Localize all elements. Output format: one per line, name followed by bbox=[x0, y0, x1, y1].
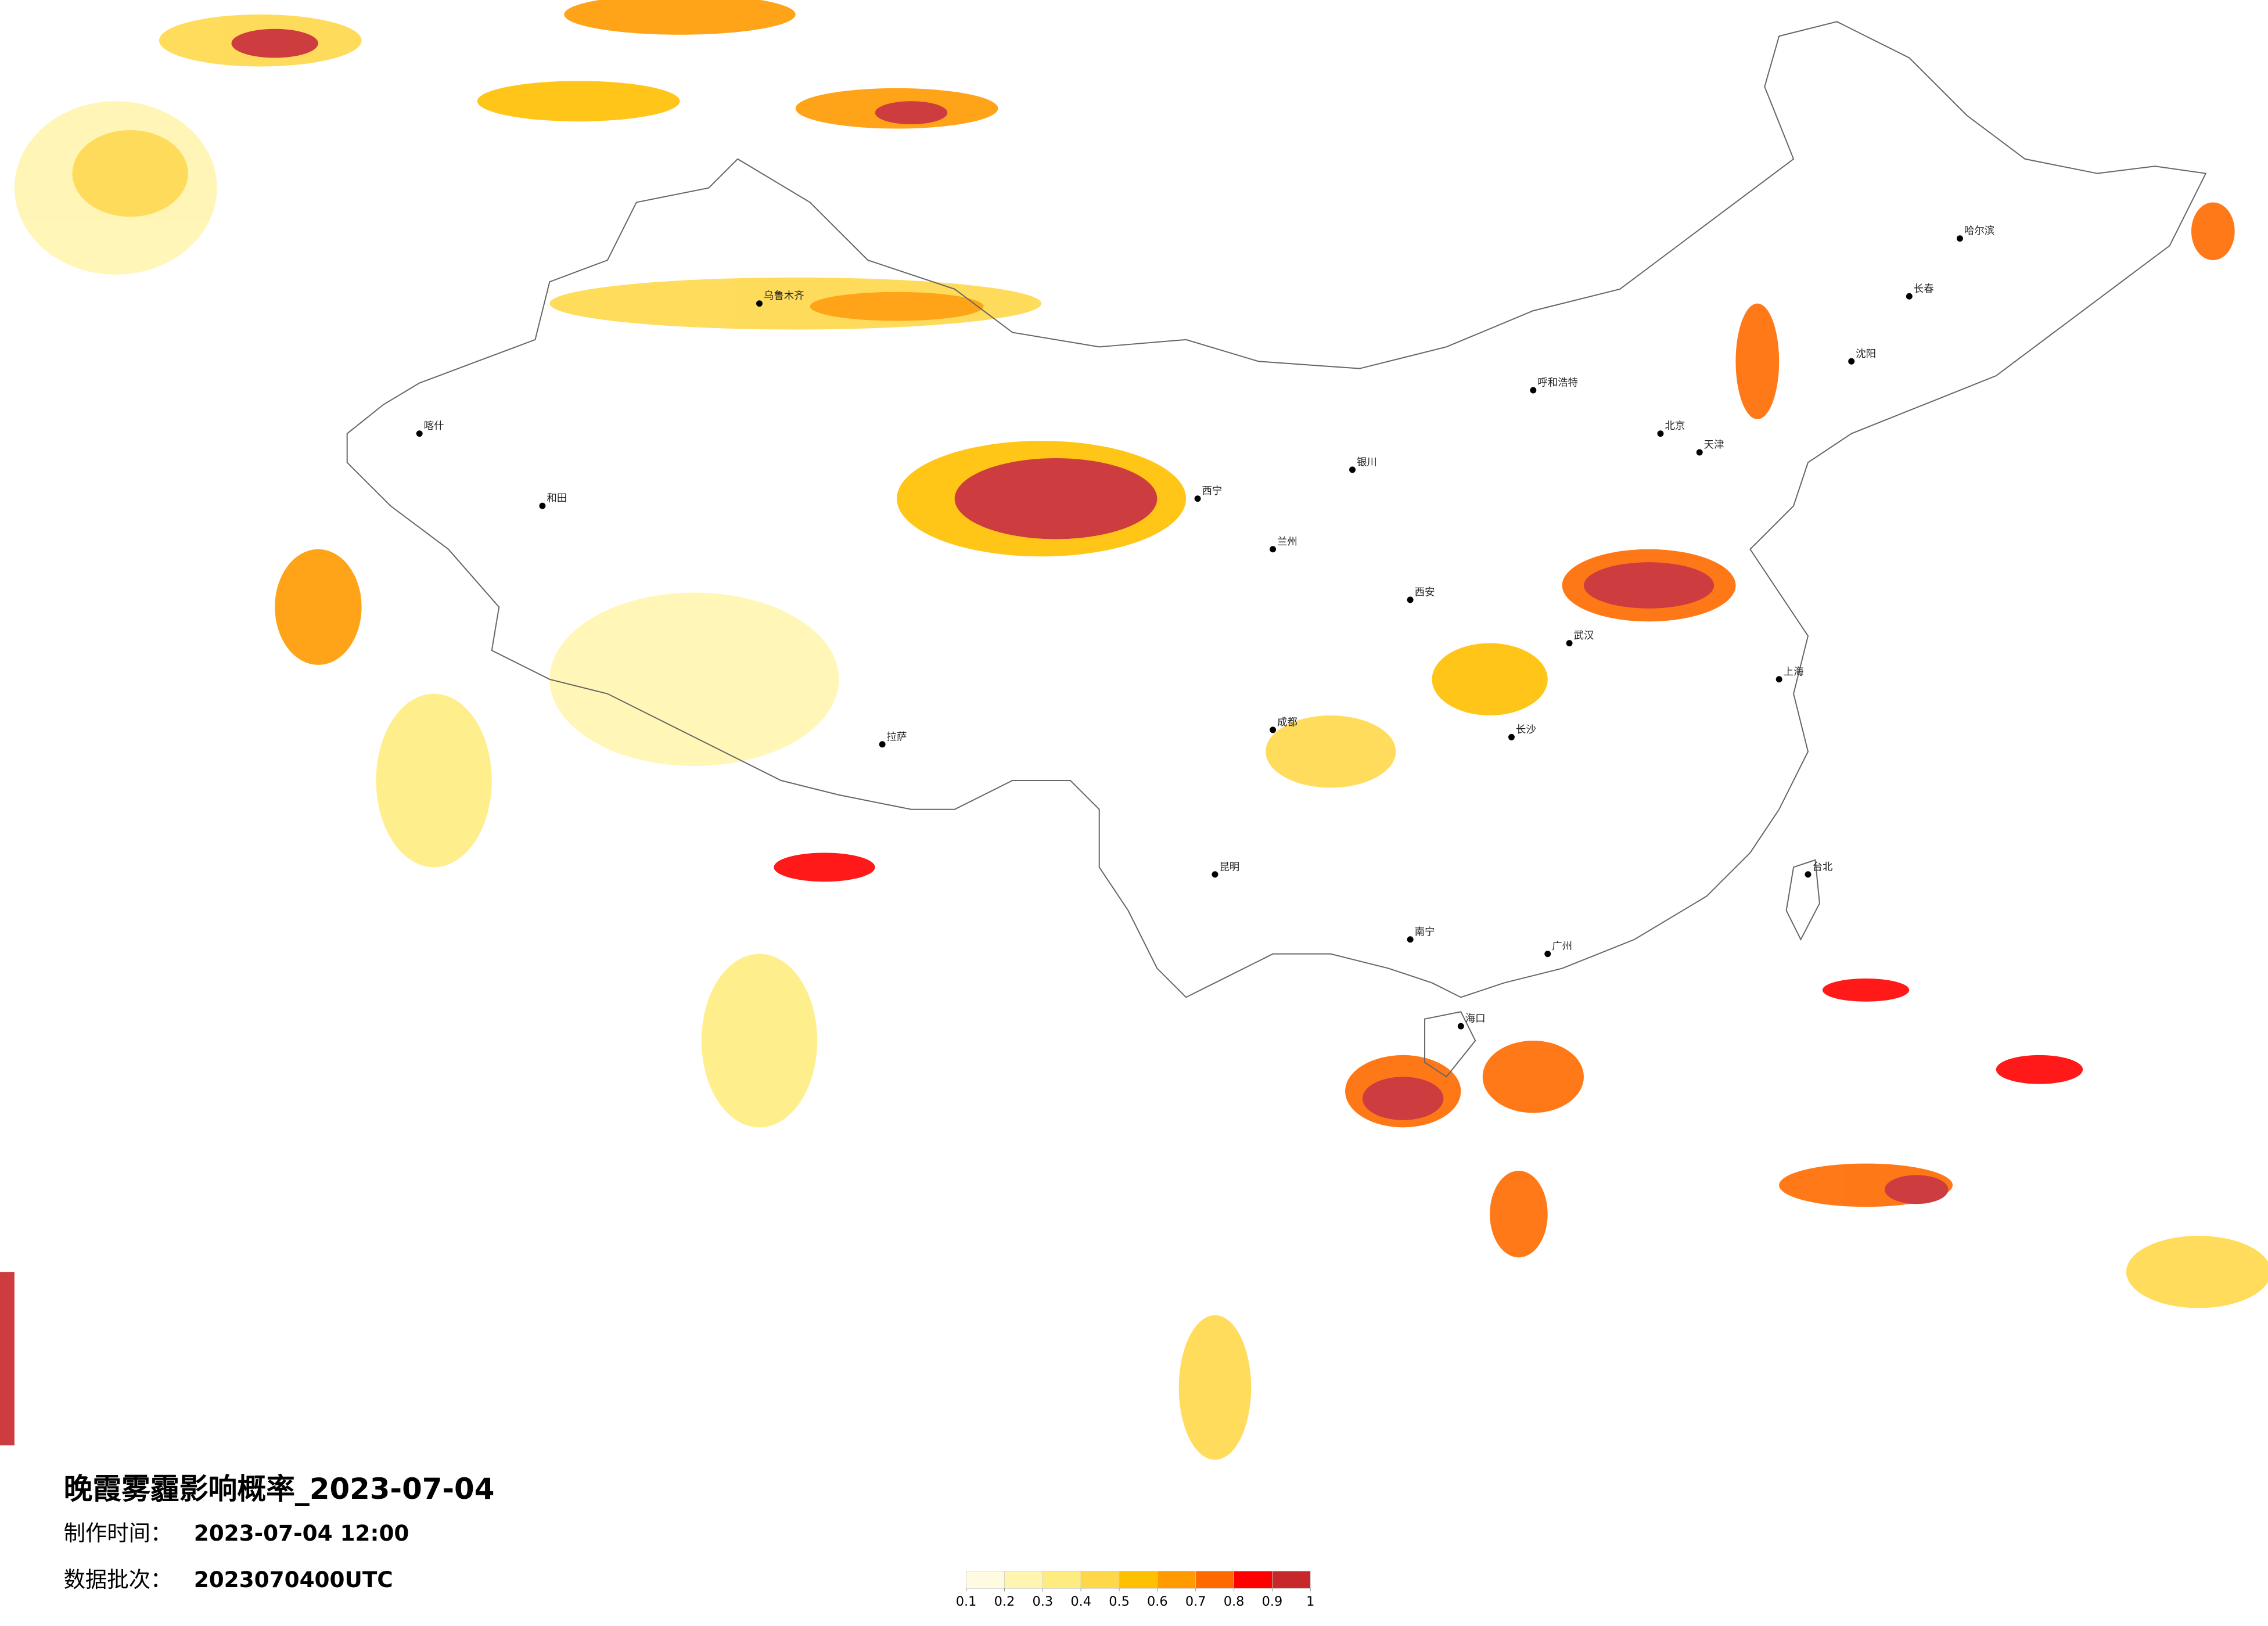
city-dot bbox=[879, 741, 886, 748]
colorbar-tick-label: 0.9 bbox=[1262, 1594, 1283, 1609]
city-label: 南宁 bbox=[1415, 926, 1435, 938]
city-label: 银川 bbox=[1357, 456, 1377, 468]
city-label: 昆明 bbox=[1219, 861, 1239, 873]
city-label: 天津 bbox=[1704, 440, 1724, 451]
colorbar-tick-label: 0.5 bbox=[1109, 1594, 1130, 1609]
map-title: 晚霞雾霾影响概率_2023-07-04 bbox=[64, 1472, 495, 1506]
city-dot bbox=[416, 430, 423, 437]
city-label: 成都 bbox=[1277, 717, 1297, 728]
colorbar-swatch bbox=[1234, 1571, 1273, 1589]
city-dot bbox=[756, 300, 763, 307]
city-dot bbox=[1508, 733, 1515, 740]
city-label: 长沙 bbox=[1516, 724, 1536, 736]
colorbar-tick-label: 0.3 bbox=[1032, 1594, 1053, 1609]
colorbar-tick-label: 0.2 bbox=[994, 1594, 1015, 1609]
city-label: 武汉 bbox=[1574, 630, 1594, 642]
city-dot bbox=[1906, 293, 1913, 300]
made-label: 制作时间： bbox=[64, 1520, 172, 1546]
city-label: 北京 bbox=[1665, 420, 1685, 432]
city-dot bbox=[1407, 936, 1414, 943]
city-dot bbox=[1194, 495, 1201, 502]
colorbar-tick-label: 0.7 bbox=[1185, 1594, 1206, 1609]
country-outline bbox=[346, 21, 2207, 1078]
city-label: 和田 bbox=[547, 493, 567, 505]
city-label: 台北 bbox=[1812, 861, 1832, 873]
city-dot bbox=[1696, 449, 1703, 456]
city-label: 乌鲁木齐 bbox=[764, 290, 804, 302]
city-dot bbox=[1566, 640, 1573, 647]
colorbar-swatch bbox=[1195, 1571, 1234, 1589]
city-label: 呼和浩特 bbox=[1537, 377, 1578, 389]
city-dot bbox=[1407, 596, 1414, 603]
city-dot bbox=[1775, 676, 1782, 683]
batch-label: 数据批次： bbox=[64, 1567, 172, 1592]
city-dot bbox=[1349, 466, 1356, 473]
city-dot bbox=[539, 502, 546, 509]
city-label: 广州 bbox=[1552, 941, 1572, 952]
colorbar-swatch bbox=[1119, 1571, 1158, 1589]
colorbar-tick-label: 0.4 bbox=[1070, 1594, 1091, 1609]
batch: 2023070400UTC bbox=[194, 1567, 393, 1592]
city-dot bbox=[1212, 871, 1219, 878]
colorbar-swatch bbox=[1080, 1571, 1120, 1589]
colorbar-swatch bbox=[1157, 1571, 1196, 1589]
city-label: 西安 bbox=[1415, 587, 1435, 598]
city-dot bbox=[1657, 430, 1664, 437]
city-dot bbox=[1848, 358, 1855, 365]
made-time: 2023-07-04 12:00 bbox=[194, 1520, 409, 1546]
colorbar-swatch bbox=[1042, 1571, 1081, 1589]
city-label: 上海 bbox=[1784, 666, 1804, 678]
city-label: 哈尔滨 bbox=[1964, 225, 1994, 237]
city-dot bbox=[1270, 546, 1277, 553]
colorbar-tick-label: 0.8 bbox=[1224, 1594, 1245, 1609]
colorbar-swatch bbox=[1272, 1571, 1311, 1589]
heat-field bbox=[0, 0, 2268, 1460]
city-label: 兰州 bbox=[1277, 536, 1297, 548]
city-label: 西宁 bbox=[1202, 485, 1223, 497]
colorbar-tick-label: 0.1 bbox=[956, 1594, 977, 1609]
city-dot bbox=[1530, 387, 1537, 394]
colorbar-swatch bbox=[966, 1571, 1005, 1589]
city-label: 喀什 bbox=[424, 420, 444, 432]
city-dot bbox=[1270, 726, 1277, 733]
colorbar-swatch bbox=[1004, 1571, 1043, 1589]
city-label: 沈阳 bbox=[1856, 348, 1876, 360]
city-dot bbox=[1544, 951, 1551, 958]
city-label: 拉萨 bbox=[887, 731, 907, 743]
colorbar: 0.1 0.2 0.3 0.4 0.5 0.6 0.7 0.8 0.9 1 bbox=[956, 1571, 1314, 1609]
city-dot bbox=[1805, 871, 1811, 878]
city-dot bbox=[1957, 235, 1963, 242]
city-label: 海口 bbox=[1465, 1013, 1486, 1025]
colorbar-tick-label: 1 bbox=[1306, 1594, 1314, 1609]
colorbar-tick-label: 0.6 bbox=[1147, 1594, 1168, 1609]
city-label: 长春 bbox=[1914, 283, 1934, 295]
city-dot bbox=[1457, 1023, 1464, 1030]
